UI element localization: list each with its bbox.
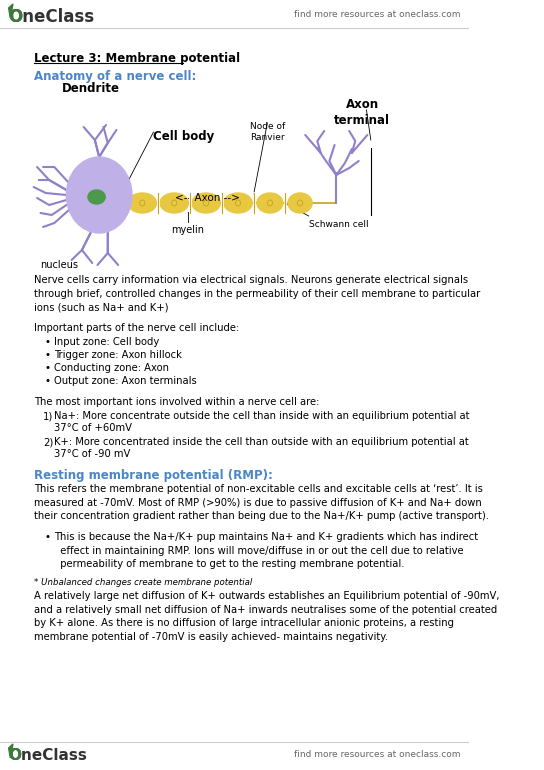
Text: Cell body: Cell body — [153, 130, 215, 143]
Text: K+: More concentrated inside the cell than outside with an equilibrium potential: K+: More concentrated inside the cell th… — [54, 437, 469, 447]
Text: Node of
Ranvier: Node of Ranvier — [250, 122, 285, 142]
Text: Na+: More concentrate outside the cell than inside with an equilibrium potential: Na+: More concentrate outside the cell t… — [54, 411, 470, 421]
Ellipse shape — [88, 190, 105, 204]
Text: find more resources at oneclass.com: find more resources at oneclass.com — [294, 750, 460, 759]
Text: O: O — [9, 748, 22, 763]
Ellipse shape — [224, 193, 252, 213]
Text: •: • — [45, 376, 51, 386]
Ellipse shape — [128, 193, 157, 213]
Text: Output zone: Axon terminals: Output zone: Axon terminals — [54, 376, 197, 386]
Text: The most important ions involved within a nerve cell are:: The most important ions involved within … — [34, 397, 320, 407]
Text: •: • — [45, 350, 51, 360]
Text: * Unbalanced changes create membrane potential: * Unbalanced changes create membrane pot… — [34, 578, 253, 587]
Text: myelin: myelin — [171, 225, 205, 235]
Text: Nerve cells carry information via electrical signals. Neurons generate electrica: Nerve cells carry information via electr… — [34, 275, 481, 312]
Text: Schwann cell: Schwann cell — [308, 220, 368, 229]
Text: <-- Axon -->: <-- Axon --> — [175, 193, 239, 203]
Text: O: O — [9, 8, 23, 26]
Text: 37°C of +60mV: 37°C of +60mV — [54, 423, 132, 433]
Text: 1): 1) — [43, 411, 53, 421]
Text: OneClass: OneClass — [9, 8, 95, 26]
Ellipse shape — [257, 193, 283, 213]
Ellipse shape — [160, 193, 188, 213]
Text: Important parts of the nerve cell include:: Important parts of the nerve cell includ… — [34, 323, 240, 333]
Text: •: • — [45, 363, 51, 373]
Ellipse shape — [192, 193, 220, 213]
Text: nucleus: nucleus — [40, 260, 78, 270]
Text: Axon
terminal: Axon terminal — [334, 98, 390, 127]
Text: Lecture 3: Membrane potential: Lecture 3: Membrane potential — [34, 52, 240, 65]
Text: OneClass: OneClass — [9, 748, 88, 763]
Text: A relatively large net diffusion of K+ outwards establishes an Equilibrium poten: A relatively large net diffusion of K+ o… — [34, 591, 500, 642]
Text: Input zone: Cell body: Input zone: Cell body — [54, 337, 159, 347]
Ellipse shape — [288, 193, 312, 213]
Text: Resting membrane potential (RMP):: Resting membrane potential (RMP): — [34, 469, 274, 482]
Polygon shape — [9, 4, 13, 18]
Text: 2): 2) — [43, 437, 53, 447]
Polygon shape — [9, 744, 13, 758]
Text: •: • — [45, 337, 51, 347]
Text: •: • — [45, 532, 51, 542]
Circle shape — [66, 157, 132, 233]
Text: Trigger zone: Axon hillock: Trigger zone: Axon hillock — [54, 350, 182, 360]
Text: Anatomy of a nerve cell:: Anatomy of a nerve cell: — [34, 70, 197, 83]
Text: Conducting zone: Axon: Conducting zone: Axon — [54, 363, 169, 373]
Text: This refers the membrane potential of non-excitable cells and excitable cells at: This refers the membrane potential of no… — [34, 484, 490, 521]
Text: 37°C of -90 mV: 37°C of -90 mV — [54, 449, 131, 459]
Text: This is because the Na+/K+ pup maintains Na+ and K+ gradients which has indirect: This is because the Na+/K+ pup maintains… — [54, 532, 479, 569]
Text: find more resources at oneclass.com: find more resources at oneclass.com — [294, 10, 460, 19]
Text: Dendrite: Dendrite — [61, 82, 120, 95]
